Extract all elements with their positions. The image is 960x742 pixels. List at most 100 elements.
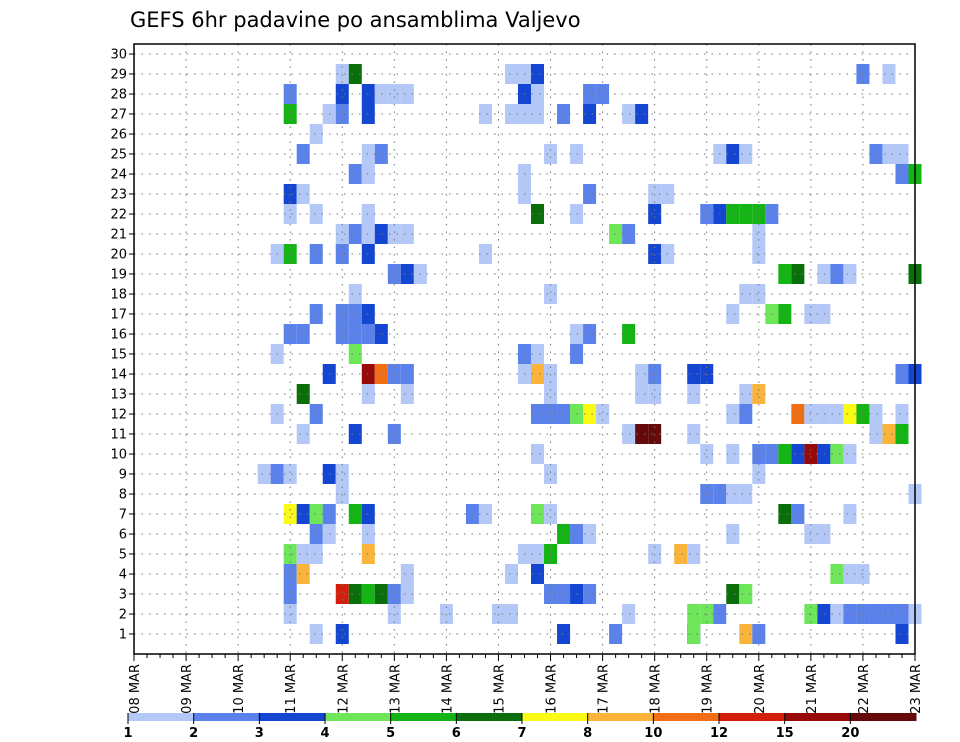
heatmap-cell (283, 204, 297, 224)
heatmap-cell (283, 104, 297, 124)
heatmap-cell (635, 104, 649, 124)
heatmap-cell (843, 444, 857, 464)
heatmap-cell (283, 504, 297, 524)
heatmap-cell (335, 84, 349, 104)
heatmap-cell (374, 324, 388, 344)
heatmap-cell (309, 404, 323, 424)
heatmap-cell (557, 584, 571, 604)
heatmap-cell (348, 424, 362, 444)
legend-label: 15 (776, 726, 794, 741)
heatmap-cell (726, 204, 740, 224)
y-tick-label: 4 (119, 568, 127, 583)
heatmap-cell (739, 624, 753, 644)
y-tick-label: 17 (110, 308, 127, 323)
y-tick-label: 12 (110, 408, 127, 423)
heatmap-cell (544, 404, 558, 424)
chart-title: GEFS 6hr padavine po ansamblima Valjevo (130, 8, 581, 32)
legend-swatch (653, 713, 720, 721)
heatmap-cell (557, 524, 571, 544)
heatmap-cell (583, 404, 597, 424)
x-tick-label: 10 MAR (232, 664, 247, 714)
legend-label: 5 (386, 726, 395, 741)
x-tick-label: 21 MAR (805, 664, 820, 714)
heatmap-cell (348, 164, 362, 184)
heatmap-cell (531, 204, 545, 224)
heatmap-cell (817, 404, 831, 424)
heatmap-cell (778, 504, 792, 524)
x-tick-label: 17 MAR (597, 664, 612, 714)
heatmap-cell (387, 584, 401, 604)
x-tick-label: 22 MAR (857, 664, 872, 714)
heatmap-cell (400, 224, 414, 244)
heatmap-cell (361, 104, 375, 124)
heatmap-cell (882, 144, 896, 164)
heatmap-cell (348, 504, 362, 524)
heatmap-cell (296, 424, 310, 444)
heatmap-cell (726, 404, 740, 424)
heatmap-cell (478, 104, 492, 124)
heatmap-cell (361, 204, 375, 224)
y-tick-label: 22 (110, 208, 127, 223)
heatmap-cell (752, 284, 766, 304)
heatmap-cell (361, 84, 375, 104)
heatmap-cell (817, 604, 831, 624)
heatmap-cell (296, 184, 310, 204)
heatmap-cell (296, 564, 310, 584)
legend-label: 10 (644, 726, 662, 741)
heatmap-cell (531, 64, 545, 84)
heatmap-cell (544, 584, 558, 604)
heatmap-cell (882, 64, 896, 84)
legend-swatch (390, 713, 457, 721)
heatmap-cell (283, 464, 297, 484)
heatmap-cell (895, 624, 909, 644)
heatmap-cell (752, 624, 766, 644)
heatmap-cell (817, 444, 831, 464)
heatmap-cell (283, 584, 297, 604)
y-tick-label: 28 (110, 88, 127, 103)
heatmap-cell (609, 224, 623, 244)
heatmap-cell (387, 224, 401, 244)
legend-swatch (719, 713, 786, 721)
heatmap-cell (544, 144, 558, 164)
heatmap-cell (804, 444, 818, 464)
y-tick-label: 27 (110, 108, 127, 123)
legend-label: 12 (710, 726, 728, 741)
heatmap-cell (309, 544, 323, 564)
y-tick-label: 7 (119, 508, 127, 523)
heatmap-cell (830, 444, 844, 464)
heatmap-cell (726, 584, 740, 604)
heatmap-cell (531, 404, 545, 424)
heatmap-cell (882, 424, 896, 444)
y-tick-label: 16 (110, 328, 127, 343)
heatmap-cell (674, 544, 688, 564)
y-tick-label: 25 (110, 148, 127, 163)
heatmap-cell (583, 84, 597, 104)
heatmap-cell (830, 404, 844, 424)
heatmap-cell (830, 604, 844, 624)
heatmap-cell (400, 264, 414, 284)
y-tick-label: 20 (110, 248, 127, 263)
heatmap-cell (400, 564, 414, 584)
grid-lines (134, 44, 915, 654)
heatmap-cell (361, 324, 375, 344)
heatmap-cell (752, 384, 766, 404)
heatmap-cell (739, 404, 753, 424)
x-axis-ticks: 08 MAR 09 MAR 10 MAR 11 MAR 12 MAR 13 MAR 14 M… (128, 654, 924, 714)
heatmap-cell (335, 104, 349, 124)
y-tick-label: 2 (119, 608, 127, 623)
heatmap-cell (791, 264, 805, 284)
heatmap-cell (335, 464, 349, 484)
x-tick-label: 20 MAR (753, 664, 768, 714)
heatmap-cell (817, 264, 831, 284)
x-tick-label: 11 MAR (284, 664, 299, 714)
heatmap-cell (804, 404, 818, 424)
heatmap-cell (830, 564, 844, 584)
heatmap-cell (739, 384, 753, 404)
legend-swatch (784, 713, 851, 721)
heatmap-cell (687, 624, 701, 644)
y-tick-label: 18 (110, 288, 127, 303)
heatmap-cell (895, 424, 909, 444)
heatmap-cell (309, 304, 323, 324)
heatmap-cell (283, 84, 297, 104)
heatmap-cell (531, 364, 545, 384)
